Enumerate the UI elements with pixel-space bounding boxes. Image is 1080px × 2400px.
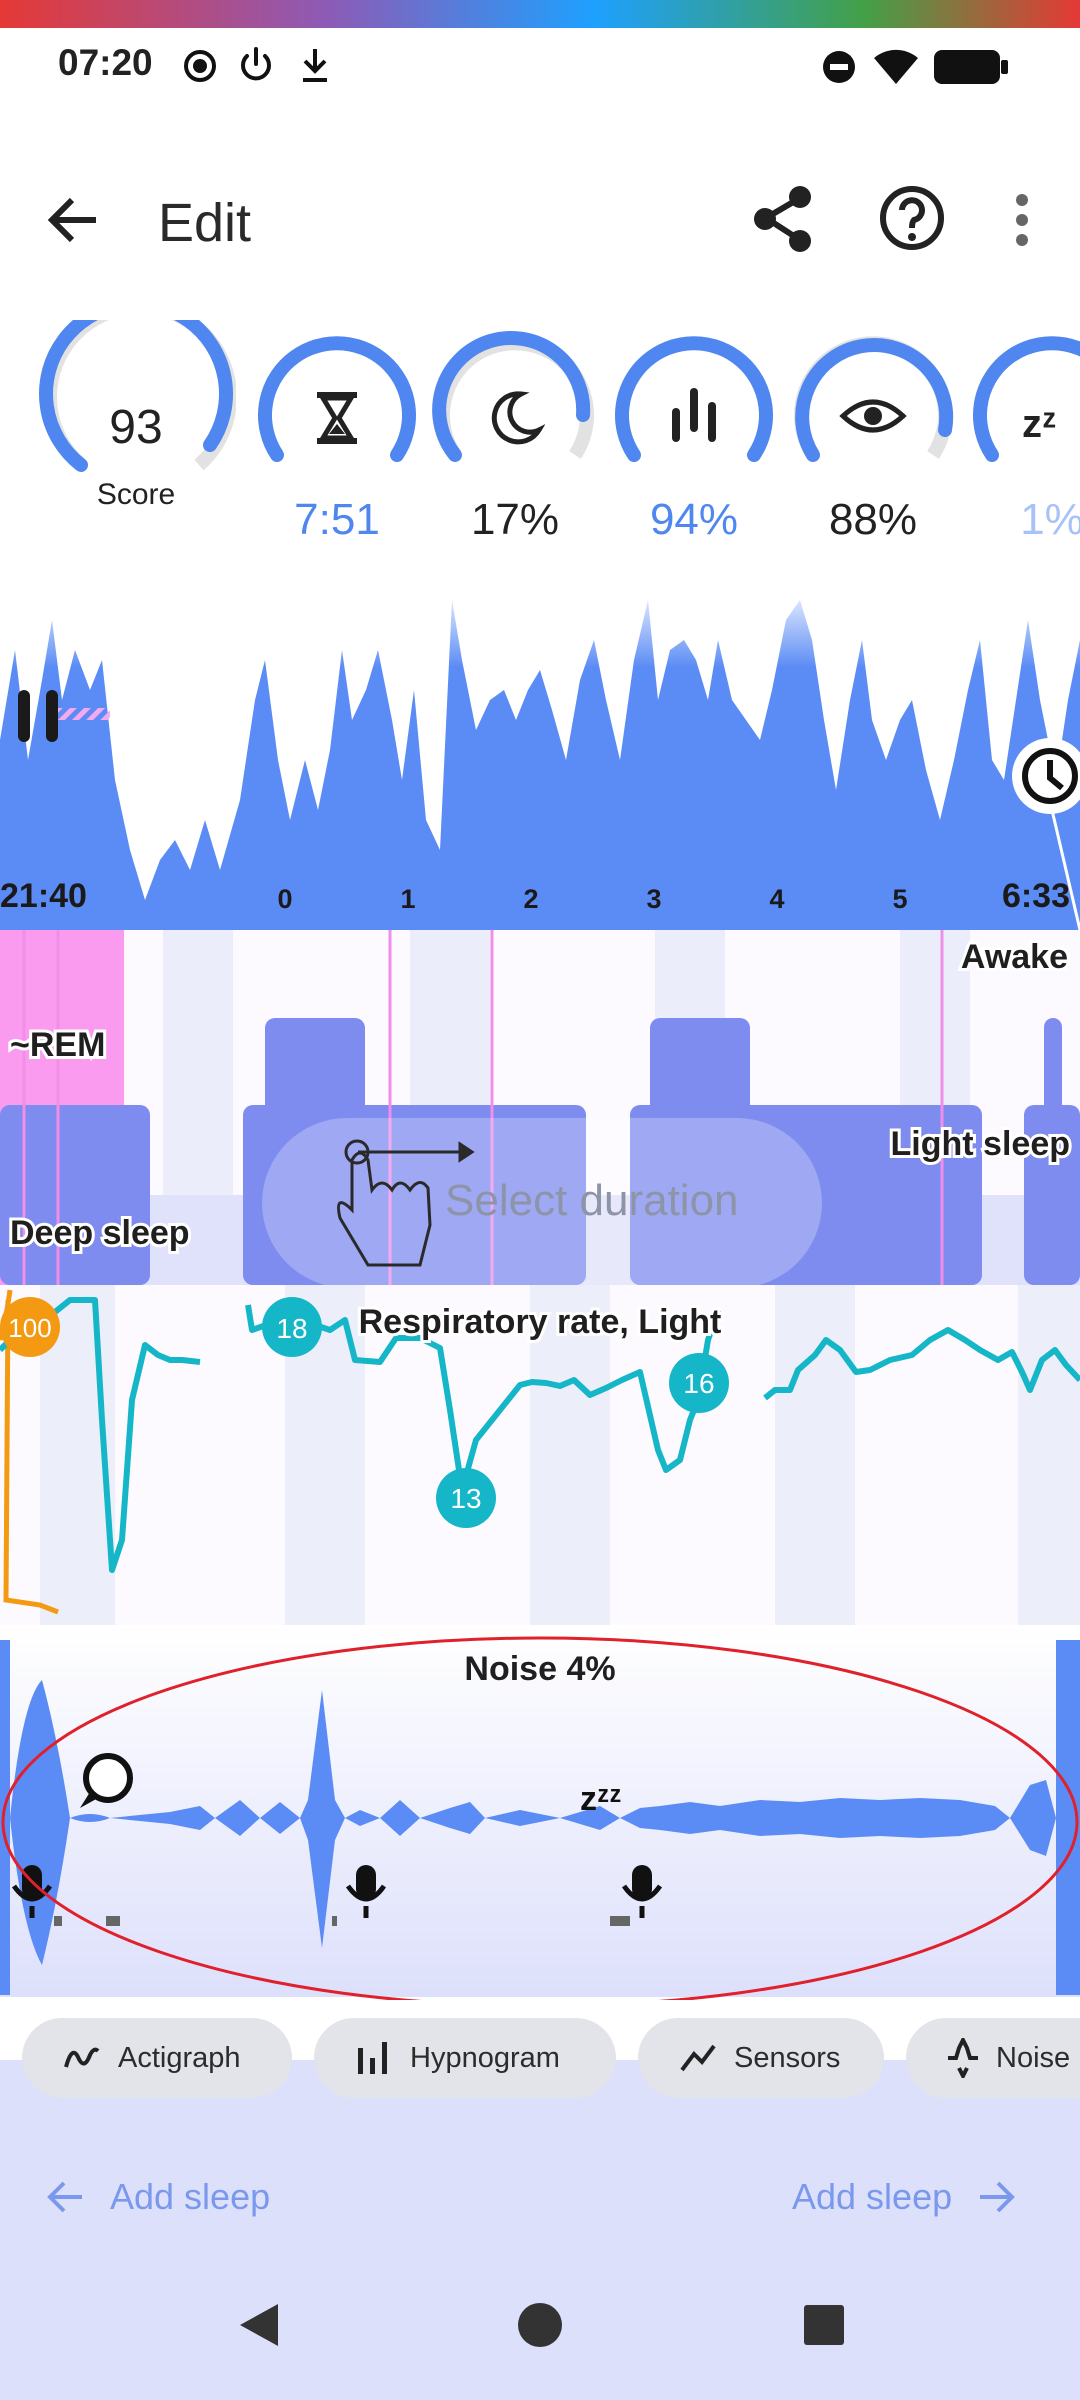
resp-badge-label: 18: [276, 1313, 307, 1344]
nav-home-icon[interactable]: [516, 2300, 564, 2350]
chip-label: Noise: [996, 2041, 1071, 2074]
snoring-value: 1%: [1020, 495, 1080, 544]
select-duration-label: Select duration: [445, 1176, 739, 1225]
app-bar: Edit: [0, 160, 1080, 280]
battery-icon: [934, 50, 1008, 84]
deep-sleep-label: Deep sleep: [10, 1214, 190, 1252]
sensors-icon: [680, 2044, 716, 2072]
add-sleep-after-button[interactable]: Add sleep: [792, 2176, 1016, 2218]
chip-sensors[interactable]: Sensors: [638, 2018, 884, 2098]
eye-icon: [839, 399, 907, 433]
add-sleep-label: Add sleep: [110, 2176, 271, 2217]
gauge-rem[interactable]: 88%: [773, 320, 973, 544]
actigraph-start-label: 21:40: [0, 877, 87, 915]
mic-icon[interactable]: [345, 1865, 387, 1918]
add-sleep-label: Add sleep: [792, 2176, 953, 2217]
help-icon[interactable]: [878, 184, 946, 252]
respiratory-title: Respiratory rate, Light: [359, 1303, 722, 1341]
hypnogram[interactable]: Select duration Awake ~REM Light sleep D…: [0, 930, 1080, 1288]
status-time: 07:20: [58, 42, 153, 83]
rem-value: 88%: [828, 495, 918, 544]
nav-back-icon[interactable]: [234, 2300, 282, 2350]
hour-tick: 3: [646, 884, 661, 914]
swipe-hand-icon: [337, 1139, 475, 1267]
hour-tick: 2: [523, 884, 538, 914]
paused-segment: [58, 708, 110, 720]
resp-badge-label: 16: [683, 1368, 714, 1399]
gauge-snoring[interactable]: zᶻ 1%: [952, 320, 1080, 544]
noise-waveform: [10, 1680, 1056, 1965]
more-vert-icon[interactable]: [1010, 190, 1034, 250]
back-arrow-icon[interactable]: [44, 190, 104, 250]
respiratory-chart[interactable]: 18 13 16 100 Respiratory rate, Light: [0, 1285, 1080, 1625]
score-value: 93: [109, 401, 163, 454]
sleep-graphs[interactable]: 21:40 6:33 0 1 2 3 4 5: [0, 580, 1080, 2000]
hourglass-icon: [317, 392, 357, 444]
page-title: Edit: [158, 193, 252, 253]
pause-icon-right: [46, 690, 58, 742]
metrics-row: 93 Score 7:51 17% 94%: [0, 320, 1080, 550]
zzz-icon: zᶻ: [1022, 402, 1057, 446]
heart-rate-badge-label: 100: [8, 1313, 51, 1343]
clock-icon: [1022, 748, 1078, 804]
awake-label: Awake: [961, 938, 1068, 976]
duration-value: 7:51: [294, 495, 380, 544]
status-bar: 07:20: [0, 28, 1080, 108]
score-caption: Score: [96, 478, 176, 511]
hour-tick: 1: [400, 884, 415, 914]
add-sleep-before-button[interactable]: Add sleep: [46, 2176, 270, 2218]
mic-icon[interactable]: [621, 1865, 663, 1918]
chip-actigraph[interactable]: Actigraph: [22, 2018, 292, 2098]
hour-tick: 4: [769, 884, 784, 914]
noise-icon: [948, 2038, 978, 2078]
download-icon: [303, 49, 327, 82]
bars-icon: [672, 388, 716, 442]
share-icon[interactable]: [752, 184, 816, 254]
deep-sleep-value: 17%: [470, 495, 560, 544]
actigraph[interactable]: 21:40 6:33 0 1 2 3 4 5: [0, 580, 1080, 931]
heart-rate-badge: [0, 1297, 60, 1357]
gauge-score[interactable]: 93 Score: [36, 320, 237, 540]
hypnogram-icon: [358, 2042, 387, 2074]
actigraph-end-label: 6:33: [1002, 877, 1070, 915]
hypnogram-blocks: [0, 1018, 1080, 1285]
chip-hypnogram[interactable]: Hypnogram: [314, 2018, 616, 2098]
color-strip: [0, 0, 1080, 28]
select-duration-hint[interactable]: [262, 1118, 822, 1288]
actigraph-icon: [64, 2047, 100, 2068]
chip-label: Sensors: [734, 2041, 841, 2074]
arrow-left-icon: [47, 2181, 82, 2213]
dnd-icon: [823, 51, 855, 83]
resp-badge: [436, 1468, 496, 1528]
chip-label: Actigraph: [118, 2041, 241, 2074]
power-icon: [241, 47, 271, 81]
gauge-duration[interactable]: 7:51: [237, 320, 437, 544]
resp-badge-label: 13: [450, 1483, 481, 1514]
chip-noise[interactable]: Noise: [906, 2018, 1080, 2098]
record-icon: [184, 50, 216, 82]
arrow-right-icon: [980, 2181, 1015, 2213]
gauge-deep-sleep[interactable]: 17%: [415, 320, 615, 544]
snore-bubble-icon: [80, 1753, 133, 1808]
resp-badge: [262, 1297, 322, 1357]
zzz-icon: zᶻᶻ: [580, 1780, 622, 1818]
rem-label: ~REM: [10, 1026, 105, 1064]
nav-recents-icon[interactable]: [800, 2300, 848, 2350]
wifi-icon: [874, 49, 918, 84]
light-sleep-label: Light sleep: [891, 1125, 1070, 1163]
hour-tick: 0: [277, 884, 292, 914]
efficiency-value: 94%: [649, 495, 739, 544]
resp-badge: [669, 1353, 729, 1413]
gauge-efficiency[interactable]: 94%: [594, 320, 794, 544]
noise-chart[interactable]: zᶻᶻ Noise 4%: [0, 1625, 1080, 2000]
hour-tick: 5: [892, 884, 907, 914]
annotation-ellipse: [1, 1636, 1079, 2000]
pause-icon-left: [18, 690, 30, 742]
noise-title: Noise 4%: [464, 1650, 615, 1688]
moon-icon: [491, 391, 545, 445]
chip-label: Hypnogram: [410, 2041, 560, 2074]
